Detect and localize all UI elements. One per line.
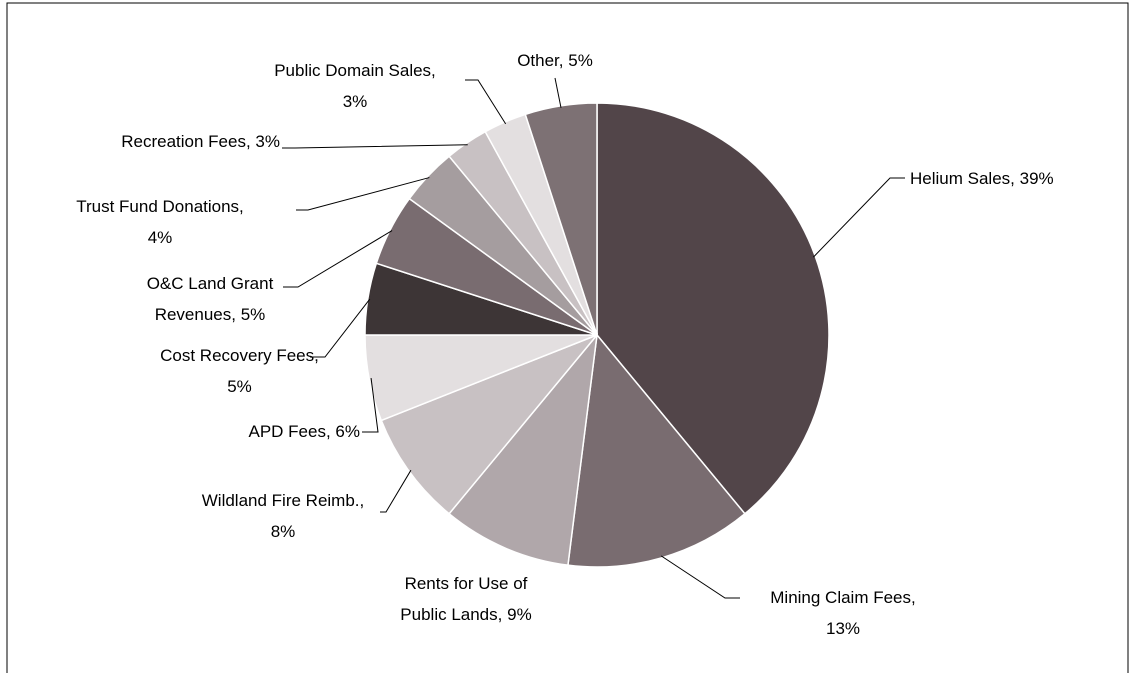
data-label: Recreation Fees, 3% [40, 126, 280, 157]
value-label: 4% [147, 228, 173, 247]
category-label: O&C Land Grant Revenues, [146, 274, 274, 324]
data-label: Rents for Use of Public Lands, 9% [386, 568, 546, 630]
leader-line [283, 230, 393, 288]
pie-slice [448, 332, 599, 567]
data-label: Public Domain Sales, 3% [265, 55, 445, 117]
value-label: 13% [825, 619, 861, 638]
category-label: APD Fees, [248, 422, 331, 441]
leader-line [310, 298, 371, 358]
value-label: 3% [342, 92, 368, 111]
data-label: Wildland Fire Reimb., 8% [188, 485, 378, 547]
data-label: O&C Land Grant Revenues, 5% [140, 268, 280, 330]
value-label: 9% [507, 605, 532, 624]
category-label: Mining Claim Fees, [770, 588, 916, 607]
data-label: Trust Fund Donations, 4% [65, 191, 255, 253]
value-label: 8% [270, 522, 296, 541]
category-label: Trust Fund Donations, [76, 197, 244, 216]
pie-slice [380, 334, 598, 515]
value-label: 5% [240, 305, 266, 324]
category-label: Wildland Fire Reimb., [201, 491, 365, 510]
value-label: 3% [255, 132, 280, 151]
category-label: Other, [517, 51, 564, 70]
data-label: Cost Recovery Fees, 5% [152, 340, 327, 402]
leader-line [660, 555, 740, 599]
value-label: 5% [568, 51, 593, 70]
pie-slice [596, 102, 830, 515]
value-label: 5% [227, 377, 252, 396]
data-label: Helium Sales, 39% [910, 163, 1130, 194]
leader-line [465, 79, 507, 125]
pie-slice [567, 333, 746, 568]
data-label: APD Fees, 6% [200, 416, 360, 447]
leader-line [380, 469, 412, 513]
leader-line [554, 77, 562, 108]
leader-line [282, 144, 468, 149]
leader-line [362, 378, 379, 433]
category-label: Recreation Fees, [121, 132, 251, 151]
frame [6, 2, 1129, 673]
data-label: Other, 5% [495, 45, 615, 76]
category-label: Public Domain Sales, [274, 61, 436, 80]
category-label: Rents for Use of Public Lands, [400, 574, 528, 624]
data-label: Mining Claim Fees, 13% [753, 582, 933, 644]
value-label: 39% [1019, 169, 1054, 188]
category-label: Cost Recovery Fees, [160, 346, 319, 365]
leader-line [296, 177, 430, 211]
leader-line [813, 177, 905, 258]
value-label: 6% [335, 422, 360, 441]
category-label: Helium Sales, [910, 169, 1015, 188]
